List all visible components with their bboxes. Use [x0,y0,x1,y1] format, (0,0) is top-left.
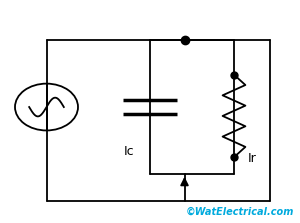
Text: Ir: Ir [248,152,256,165]
Text: Ic: Ic [124,145,134,158]
Text: ©WatElectrical.com: ©WatElectrical.com [186,206,294,216]
